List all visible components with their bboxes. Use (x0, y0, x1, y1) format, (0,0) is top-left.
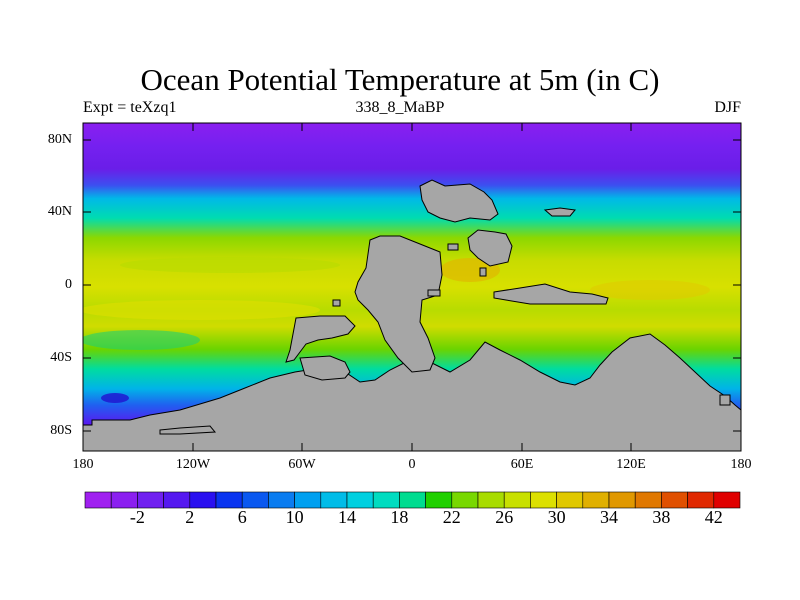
colorbar-label: 30 (547, 507, 566, 527)
colorbar-box (687, 491, 715, 509)
colorbar-box (399, 491, 426, 509)
colorbar-box (556, 491, 584, 509)
colorbar-label: 22 (442, 507, 461, 527)
colorbar-box (582, 491, 610, 509)
colorbar-box (189, 491, 217, 509)
south-america-south (299, 355, 351, 381)
cold-spot-southwest (101, 393, 129, 403)
colorbar-box (503, 491, 531, 509)
colorbar-box (451, 491, 479, 509)
colorbar-box (163, 491, 191, 509)
lon-label-180e: 180 (730, 457, 752, 472)
experiment-label: Expt = teXzq1 (83, 99, 177, 116)
colorbar-label: 34 (600, 507, 618, 527)
lon-label-60e: 60E (510, 457, 534, 472)
lon-label-120w: 120W (175, 457, 211, 472)
arabia (467, 229, 513, 267)
colorbar-box (215, 491, 243, 509)
colorbar-box (608, 491, 636, 509)
lon-ticks (192, 123, 632, 451)
lat-label-80s: 80S (50, 423, 72, 438)
small-island-3 (479, 267, 487, 277)
colorbar-box (713, 491, 741, 509)
colorbar-box (268, 491, 295, 509)
lat-label-40s: 40S (50, 350, 72, 365)
south-asia-strip (493, 283, 609, 305)
season-label: DJF (714, 99, 741, 116)
colorbar-box (241, 491, 269, 509)
colorbar-box (477, 491, 505, 509)
colorbar-box (294, 491, 322, 509)
warm-band-north (120, 257, 340, 273)
colorbar-label: 2 (185, 507, 195, 527)
small-island-2 (447, 243, 459, 251)
lon-label-180w: 180 (72, 457, 94, 472)
colorbar-label: 26 (495, 507, 514, 527)
cold-tongue-south (83, 330, 200, 350)
colorbar-box (137, 491, 164, 509)
warm-band-pacific (83, 300, 320, 320)
colorbar-box (425, 491, 453, 509)
colorbar-label: -2 (129, 507, 145, 527)
polar-fringe-1 (159, 425, 217, 435)
colorbar-label: 6 (237, 507, 247, 527)
warm-pool-east (590, 280, 710, 300)
lon-label-0: 0 (408, 457, 416, 472)
east-asia-island (543, 207, 576, 217)
colorbar-label: 42 (704, 507, 723, 527)
south-america-west (285, 315, 356, 363)
small-island-4 (427, 289, 441, 297)
time-period-label: 338_8_MaBP (355, 99, 445, 116)
chart-title: Ocean Potential Temperature at 5m (in C) (140, 62, 660, 97)
lat-label-0: 0 (65, 277, 72, 292)
colorbar-box (320, 491, 348, 509)
polar-fringe-2 (719, 394, 731, 406)
colorbar-label: 18 (390, 507, 409, 527)
africa-arabia (354, 235, 443, 373)
colorbar-label: 14 (338, 507, 356, 527)
lon-label-120e: 120E (616, 457, 646, 472)
southern-continent (83, 333, 741, 451)
colorbar-box (346, 491, 374, 509)
colorbar-box (661, 491, 688, 509)
colorbar-box (110, 491, 138, 509)
lat-label-80n: 80N (47, 132, 72, 147)
colorbar-label: 38 (652, 507, 671, 527)
small-island-1 (332, 299, 341, 307)
colorbar-box (84, 491, 112, 509)
lat-label-40n: 40N (47, 204, 72, 219)
colorbar-box (372, 491, 400, 509)
colorbar-box (634, 491, 662, 509)
land-masses (83, 179, 741, 451)
colorbar-box (530, 491, 557, 509)
lon-label-60w: 60W (288, 457, 316, 472)
colorbar-label: 10 (285, 507, 304, 527)
eurasia-north (419, 179, 499, 223)
lat-ticks (83, 139, 741, 432)
